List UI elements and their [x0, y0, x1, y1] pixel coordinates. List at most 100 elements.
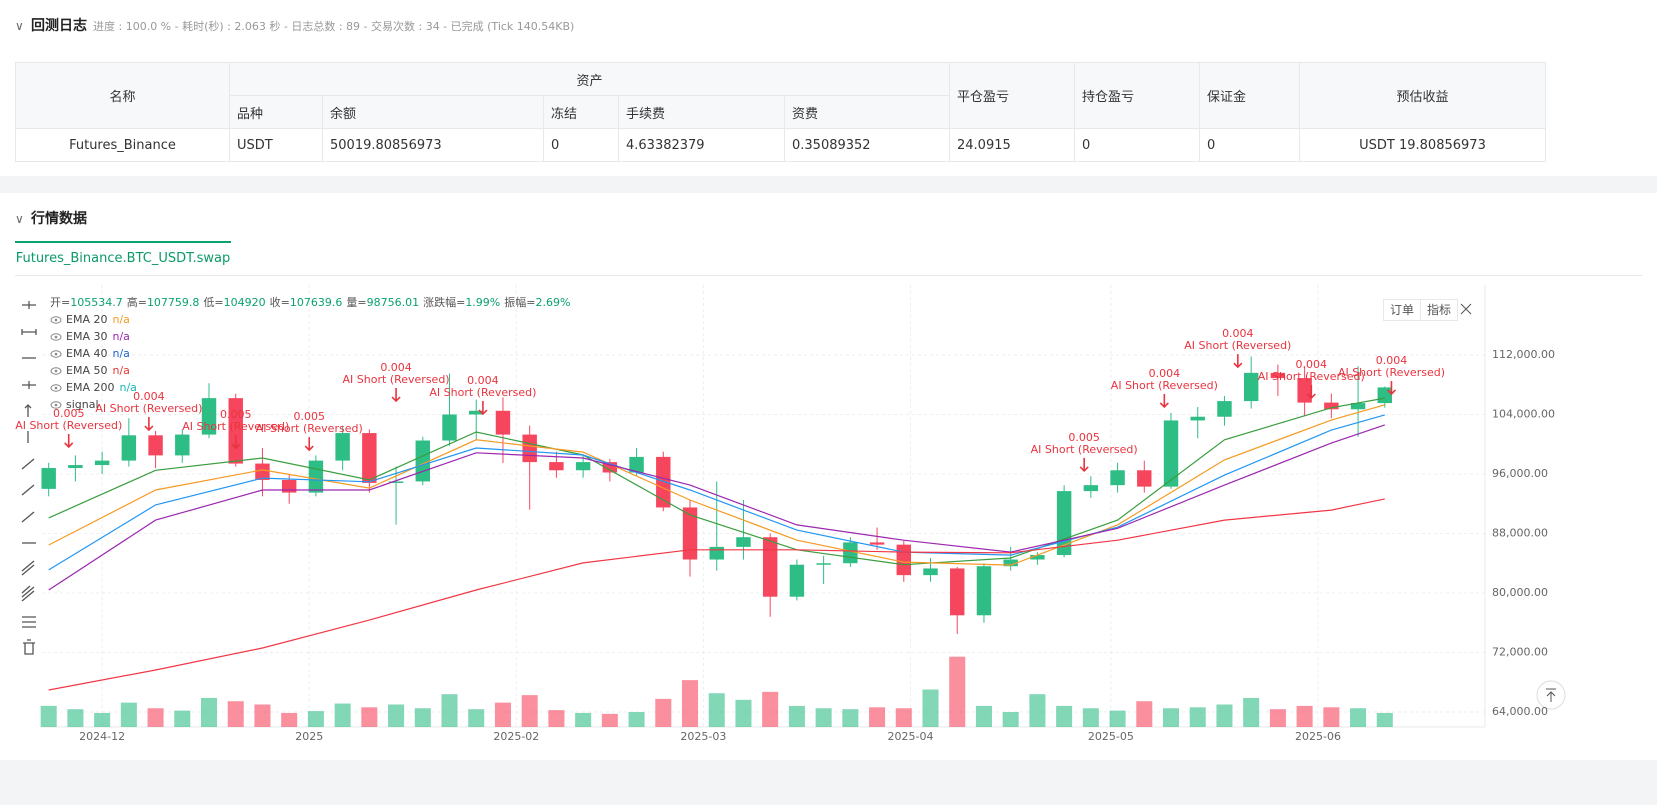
tool-icon[interactable] [21, 458, 35, 470]
orders-button[interactable]: 订单 [1383, 299, 1422, 321]
legend-entry: EMA 20 n/a [66, 313, 130, 326]
expand-icon[interactable] [1460, 303, 1472, 315]
candle-body [789, 564, 805, 597]
signal-size: 0.005 [293, 410, 325, 423]
legend-name: EMA 30 [66, 330, 107, 343]
legend-value: n/a [112, 313, 129, 326]
candle-body [148, 435, 163, 456]
volume-bar [1216, 704, 1233, 727]
eye-icon [54, 318, 58, 322]
candle-body [1243, 372, 1259, 402]
volume-bar [1109, 710, 1126, 727]
eye-icon [50, 350, 62, 358]
tool-icon[interactable] [24, 404, 32, 417]
signal-size: 0.004 [1376, 354, 1408, 367]
x-tick-label: 2025-04 [887, 730, 933, 743]
candle-body [522, 434, 537, 463]
candle-body [1297, 378, 1312, 403]
cell: 24.0915 [949, 128, 1075, 162]
tool-icon[interactable] [22, 301, 36, 309]
x-tick-label: 2025 [295, 730, 323, 743]
tool-icon[interactable] [21, 511, 35, 523]
volume-bar [1002, 712, 1019, 727]
signal-arrow [304, 437, 314, 452]
candle-body [762, 537, 778, 597]
toolbar [21, 301, 37, 655]
legend-entry: EMA 40 n/a [66, 347, 130, 360]
y-tick-label: 88,000.00 [1492, 526, 1548, 539]
tool-icon[interactable] [21, 484, 35, 496]
volume-bar [414, 708, 431, 727]
candle-body [843, 542, 858, 564]
candle-body [308, 460, 324, 493]
header-cell: 资产 [229, 62, 950, 96]
info-value: 2.69% [535, 296, 570, 309]
symbol-tab[interactable]: Futures_Binance.BTC_USDT.swap [15, 241, 231, 275]
candle-body [41, 468, 56, 489]
volume-bar [601, 713, 618, 727]
header-cell: 品种 [229, 95, 323, 129]
legend-value: n/a [112, 347, 129, 360]
volume-bar [895, 708, 912, 727]
volume-bar [281, 712, 298, 727]
signal-text: AI Short (Reversed) [1031, 443, 1138, 456]
legend-entry: EMA 50 n/a [66, 364, 130, 377]
legend-value: n/a [112, 364, 129, 377]
signal-size: 0.004 [133, 390, 165, 403]
candle-body [415, 440, 431, 482]
signal-text: AI Short (Reversed) [1111, 379, 1218, 392]
volume-bar [468, 709, 485, 727]
volume-bar [521, 695, 538, 727]
signal-arrow [144, 417, 154, 432]
signal-arrow [1306, 385, 1316, 400]
y-tick-label: 72,000.00 [1492, 645, 1548, 658]
signal-size: 0.005 [1068, 431, 1100, 444]
tool-icon[interactable] [21, 560, 35, 576]
backtest-header[interactable]: ∨ 回测日志 进度 : 100.0 % - 耗时(秒) : 2.063 秒 - 日志… [15, 18, 575, 34]
signal-size: 0.005 [220, 408, 252, 421]
info-label: 量= [346, 296, 366, 309]
ema-line [48, 404, 1385, 566]
cell: 50019.80856973 [322, 128, 544, 162]
tool-icon[interactable] [22, 381, 36, 389]
info-value: 107639.6 [290, 296, 343, 309]
market-panel: ∨ 行情数据 [0, 193, 1657, 760]
candle-body [175, 434, 190, 456]
header-cell: 名称 [15, 62, 230, 129]
signal-arrow [391, 388, 401, 403]
header-cell: 持仓盈亏 [1074, 62, 1200, 129]
x-tick-label: 2025-02 [493, 730, 539, 743]
volume-bar [548, 710, 565, 727]
info-label: 低= [203, 296, 223, 309]
tab-divider [15, 275, 1642, 276]
volume-bar [628, 712, 645, 727]
volume-bar [815, 708, 832, 727]
indicators-button[interactable]: 指标 [1420, 299, 1459, 321]
x-tick-label: 2025-06 [1295, 730, 1341, 743]
cell: USDT 19.80856973 [1299, 128, 1546, 162]
signal-size: 0.004 [467, 374, 499, 387]
tool-icon[interactable] [21, 585, 35, 602]
market-header[interactable]: ∨ 行情数据 [15, 211, 87, 227]
candle-body [1137, 470, 1152, 487]
y-tick-label: 104,000.00 [1492, 407, 1555, 420]
volume-bar [254, 704, 271, 727]
eye-icon [50, 401, 62, 409]
volume-bar [1029, 694, 1046, 727]
tool-icon[interactable] [21, 329, 37, 335]
info-label: 收= [270, 295, 290, 309]
candle-body [923, 568, 938, 576]
candle-body [1324, 402, 1339, 410]
market-title: 行情数据 [31, 211, 87, 227]
signal-arrow [1079, 457, 1089, 473]
candle-body [442, 414, 457, 441]
tool-icon[interactable] [23, 639, 35, 655]
candle-body [335, 433, 350, 461]
signal-text: AI Short (Reversed) [1184, 339, 1291, 352]
tool-icon[interactable] [22, 616, 36, 628]
volume-bar [40, 705, 57, 727]
y-tick-label: 112,000.00 [1492, 348, 1555, 361]
info-value: 1.99% [465, 296, 500, 309]
volume-bar [67, 709, 84, 727]
